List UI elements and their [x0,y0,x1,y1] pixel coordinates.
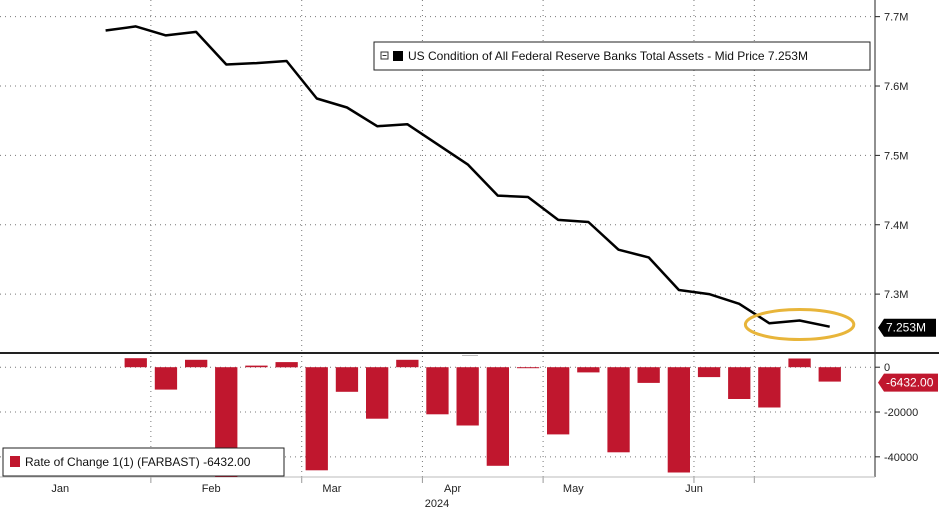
top-legend-text: US Condition of All Federal Reserve Bank… [408,49,808,63]
top-legend-swatch [393,51,403,61]
rate-of-change-bar [697,367,721,378]
x-axis-month-label: Apr [444,483,461,495]
rate-of-change-bar [245,365,268,368]
rate-of-change-bar [788,358,811,368]
total-assets-line [105,25,830,328]
rate-of-change-bar [124,358,147,368]
bottom-legend-text: Rate of Change 1(1) (FARBAST) -6432.00 [25,455,251,469]
top-panel-gridlines [0,16,875,295]
top-y-tick-label: 7.4M [884,220,908,232]
rate-of-change-bar [426,367,449,415]
bottom-last-value-label: -6432.00 [886,376,934,390]
bottom-y-tick-label: 0 [884,362,890,374]
top-y-tick-label: 7.5M [884,150,908,162]
rate-of-change-bar [607,367,630,453]
bottom-legend-box[interactable] [2,447,285,477]
last-value-highlight-ellipse [743,308,856,341]
x-axis-month-label: Feb [202,483,221,495]
rate-of-change-bar [335,367,359,392]
top-y-tick-label: 7.7M [884,12,908,24]
rate-of-change-bar [728,367,751,399]
x-axis-month-labels: Jan Feb Mar Apr May Jun [51,483,702,495]
x-axis-month-label: Mar [322,483,341,495]
rate-of-change-bar [456,367,479,426]
rate-of-change-bar [185,359,208,368]
month-separators [150,0,755,483]
bottom-y-axis-ticks: 0 -20000 -40000 [875,362,918,464]
top-last-value-tag-shape [878,318,936,337]
rate-of-change-bar [486,367,509,466]
x-axis-month-label: Jan [51,483,69,495]
rate-of-change-bar [516,367,540,369]
top-y-tick-label: 7.6M [884,81,908,93]
rate-of-change-bar [366,367,389,419]
rate-of-change-bar [396,359,419,368]
bottom-legend-swatch [10,456,20,467]
top-legend[interactable]: US Condition of All Federal Reserve Bank… [373,41,871,71]
bottom-y-tick-label: -20000 [884,407,918,419]
bottom-last-value-tag-shape [878,373,938,392]
x-axis-month-label: Jun [685,483,703,495]
rate-of-change-bar [637,367,660,383]
top-y-axis-ticks: 7.3M 7.4M 7.5M 7.6M 7.7M [875,12,908,301]
rate-of-change-bar [305,367,328,471]
rate-of-change-bar [758,367,781,408]
bottom-legend[interactable]: Rate of Change 1(1) (FARBAST) -6432.00 [2,447,285,477]
top-last-value-label: 7.253M [886,321,926,335]
x-axis-year-label: 2024 [425,498,449,510]
rate-of-change-bar [154,367,178,390]
rate-of-change-bar [818,367,841,382]
rate-of-change-bar [275,362,298,368]
rate-of-change-bar [667,367,690,473]
top-y-tick-label: 7.3M [884,289,908,301]
x-axis-month-label: May [563,483,584,495]
rate-of-change-bar [547,367,570,435]
bottom-last-value-tag: -6432.00 [878,373,938,392]
bottom-y-tick-label: -40000 [884,452,918,464]
top-last-value-tag: 7.253M [878,318,936,337]
top-legend-box[interactable] [373,41,871,71]
rate-of-change-bar [577,367,600,373]
